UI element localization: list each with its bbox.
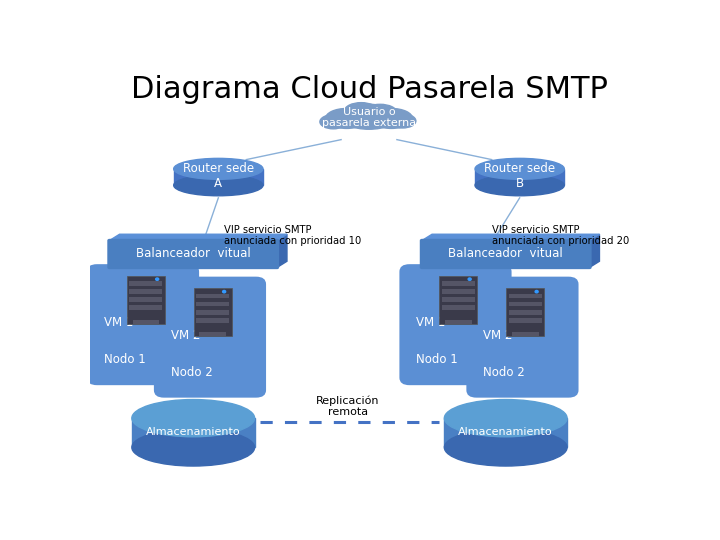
FancyBboxPatch shape [129, 289, 163, 294]
FancyBboxPatch shape [420, 239, 592, 269]
Ellipse shape [468, 278, 471, 280]
Text: Replicación
remota: Replicación remota [316, 395, 379, 417]
Text: VM 1: VM 1 [416, 316, 446, 329]
Ellipse shape [389, 114, 416, 128]
Text: Router sede
A: Router sede A [183, 162, 254, 190]
Ellipse shape [132, 429, 255, 466]
Text: Balanceador  vitual: Balanceador vitual [449, 247, 563, 260]
FancyBboxPatch shape [445, 320, 472, 323]
Ellipse shape [320, 114, 347, 129]
FancyBboxPatch shape [467, 276, 579, 397]
FancyBboxPatch shape [441, 306, 475, 310]
Text: Usuario o
pasarela externa: Usuario o pasarela externa [322, 107, 416, 129]
Ellipse shape [174, 158, 263, 179]
Ellipse shape [444, 429, 567, 466]
Polygon shape [277, 234, 287, 267]
Ellipse shape [132, 400, 255, 437]
Text: Diagrama Cloud Pasarela SMTP: Diagrama Cloud Pasarela SMTP [130, 75, 608, 104]
Ellipse shape [444, 400, 567, 437]
FancyBboxPatch shape [506, 288, 544, 336]
FancyBboxPatch shape [441, 281, 475, 286]
Polygon shape [444, 418, 567, 448]
FancyBboxPatch shape [199, 332, 226, 336]
Ellipse shape [174, 175, 263, 196]
Ellipse shape [156, 278, 158, 280]
FancyBboxPatch shape [107, 239, 279, 269]
Ellipse shape [344, 103, 378, 119]
FancyBboxPatch shape [512, 332, 539, 336]
Text: Almacenamiento: Almacenamiento [459, 427, 553, 437]
Ellipse shape [475, 175, 564, 196]
Polygon shape [109, 234, 287, 240]
FancyBboxPatch shape [196, 310, 230, 315]
FancyBboxPatch shape [441, 298, 475, 302]
Polygon shape [590, 234, 600, 267]
FancyBboxPatch shape [154, 276, 266, 397]
FancyBboxPatch shape [127, 276, 165, 323]
Ellipse shape [535, 291, 538, 293]
Text: Nodo 1: Nodo 1 [416, 353, 458, 366]
Ellipse shape [475, 158, 564, 179]
Text: VM 1: VM 1 [104, 316, 133, 329]
Ellipse shape [364, 104, 397, 121]
Ellipse shape [222, 291, 225, 293]
FancyBboxPatch shape [508, 302, 542, 307]
Ellipse shape [370, 109, 413, 129]
FancyBboxPatch shape [400, 264, 512, 385]
Ellipse shape [340, 104, 398, 129]
Polygon shape [422, 234, 600, 240]
Text: VM 2: VM 2 [171, 328, 200, 341]
FancyBboxPatch shape [129, 298, 163, 302]
FancyBboxPatch shape [508, 318, 542, 323]
FancyBboxPatch shape [508, 294, 542, 298]
Polygon shape [475, 169, 564, 185]
FancyBboxPatch shape [196, 318, 230, 323]
Text: VM 2: VM 2 [483, 328, 513, 341]
FancyBboxPatch shape [194, 288, 232, 336]
Ellipse shape [325, 109, 368, 129]
FancyBboxPatch shape [87, 264, 199, 385]
FancyBboxPatch shape [129, 306, 163, 310]
FancyBboxPatch shape [196, 294, 230, 298]
FancyBboxPatch shape [441, 289, 475, 294]
Text: Router sede
B: Router sede B [484, 162, 555, 190]
FancyBboxPatch shape [132, 320, 159, 323]
Text: Balanceador  vitual: Balanceador vitual [136, 247, 251, 260]
FancyBboxPatch shape [196, 302, 230, 307]
FancyBboxPatch shape [439, 276, 477, 323]
FancyBboxPatch shape [129, 281, 163, 286]
Text: VIP servicio SMTP
anunciada con prioridad 10: VIP servicio SMTP anunciada con priorida… [224, 225, 361, 246]
Text: Nodo 2: Nodo 2 [171, 366, 212, 379]
Polygon shape [174, 169, 263, 185]
Text: Almacenamiento: Almacenamiento [146, 427, 240, 437]
Polygon shape [132, 418, 255, 448]
Text: Nodo 2: Nodo 2 [483, 366, 525, 379]
FancyBboxPatch shape [508, 310, 542, 315]
Text: Nodo 1: Nodo 1 [104, 353, 145, 366]
Text: VIP servicio SMTP
anunciada con prioridad 20: VIP servicio SMTP anunciada con priorida… [492, 225, 629, 246]
